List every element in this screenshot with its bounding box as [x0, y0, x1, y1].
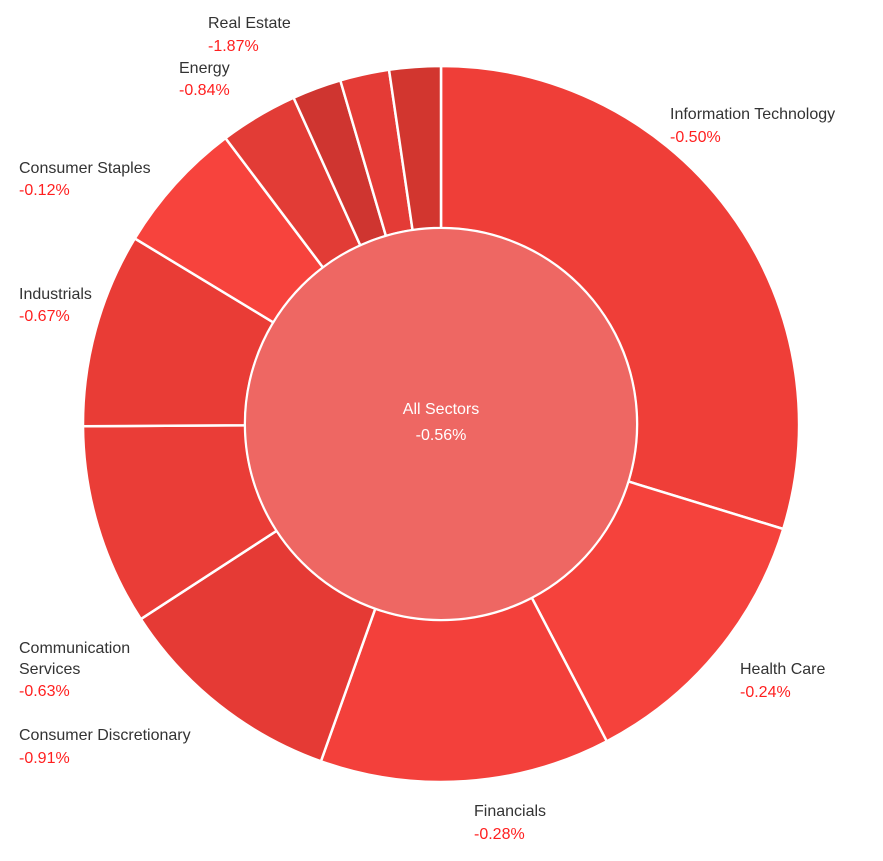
value-energy: -0.84% — [179, 82, 230, 99]
value-consumer-staples: -0.12% — [19, 182, 70, 199]
label-industrials: Industrials — [19, 286, 92, 303]
label-consumer-staples: Consumer Staples — [19, 160, 151, 177]
value-industrials: -0.67% — [19, 308, 70, 325]
value-communication-services: -0.63% — [19, 683, 70, 700]
value-consumer-discretionary: -0.91% — [19, 750, 70, 767]
label-financials: Financials — [474, 803, 547, 820]
label-information-technology: Information Technology — [670, 106, 836, 123]
center-circle[interactable] — [244, 227, 638, 621]
label-energy: Energy — [179, 60, 230, 77]
value-real-estate: -1.87% — [208, 38, 259, 55]
value-information-technology: -0.50% — [670, 129, 721, 146]
value-health-care: -0.24% — [740, 684, 791, 701]
label-health-care: Health Care — [740, 661, 826, 678]
center-name: All Sectors — [402, 401, 480, 418]
center-change: -0.56% — [415, 427, 467, 444]
label-consumer-discretionary: Consumer Discretionary — [19, 727, 191, 744]
label-communication-services: Communication Services — [19, 640, 131, 678]
outer-ring — [81, 64, 801, 784]
value-financials: -0.28% — [474, 826, 525, 843]
label-real-estate: Real Estate — [208, 15, 291, 32]
